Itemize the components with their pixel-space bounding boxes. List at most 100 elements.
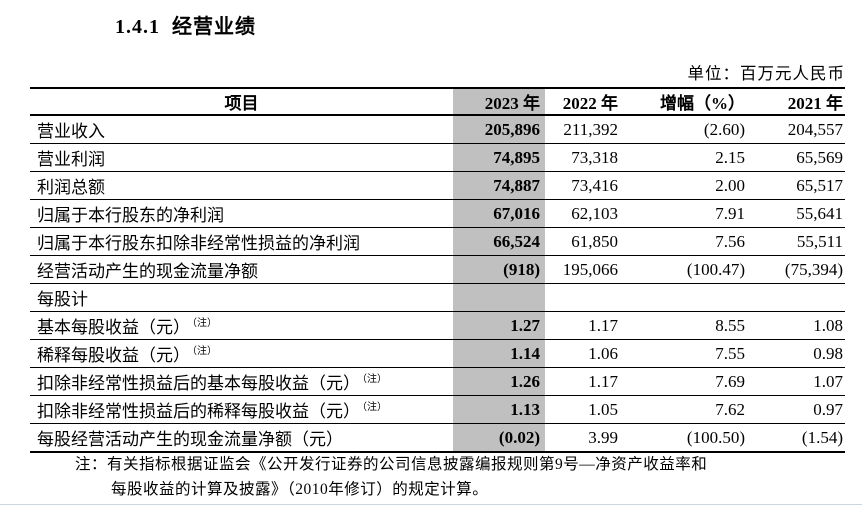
cell-growth: (100.50): [686, 427, 745, 447]
cell-2021: 1.07: [750, 367, 845, 396]
cell-2022: 62,103: [545, 199, 625, 228]
cell-growth: (100.47): [625, 255, 750, 284]
row-label-cell: 归属于本行股东的净利润: [30, 199, 453, 228]
cell-2022: 1.17: [545, 311, 625, 340]
row-label: 每股经营活动产生的现金流量净额（元）: [37, 430, 343, 449]
col-header-2021: 2021 年: [750, 88, 845, 116]
cell-2021: 65,517: [750, 171, 845, 200]
cell-2023: 66,524: [453, 227, 545, 256]
table-row: 营业利润 74,895 73,318 2.15 65,569: [30, 143, 845, 172]
cell-growth: 2.00: [625, 171, 750, 200]
row-label: 每股计: [37, 290, 88, 309]
row-label-cell: 扣除非经常性损益后的基本每股收益（元） （注）: [30, 367, 453, 396]
row-label-cell: 营业收入: [30, 115, 453, 144]
cell-2021: 65,569: [750, 143, 845, 172]
cell-growth: 7.56: [625, 227, 750, 256]
cell-2021: 204,557: [750, 115, 845, 144]
row-label: 扣除非经常性损益后的基本每股收益（元）: [37, 374, 360, 393]
table-row: 经营活动产生的现金流量净额 (918) 195,066 (100.47) (75,394…: [30, 255, 845, 284]
cell-2022: 73,318: [545, 143, 625, 172]
footnote-line2: 每股收益的计算及披露》（2010年修订）的规定计算。: [111, 481, 489, 498]
cell-2021: (1.54): [801, 427, 843, 447]
cell-2023: (0.02): [453, 423, 545, 452]
col-header-2022: 2022 年: [545, 88, 625, 116]
cell-growth: 7.55: [625, 339, 750, 368]
table-row: 扣除非经常性损益后的稀释每股收益（元） （注） 1.13 1.05 7.62 0.97: [30, 395, 845, 424]
row-label-cell: 归属于本行股东扣除非经常性损益的净利润: [30, 227, 453, 256]
table-header-row: 项目 2023 年 2022 年 增幅（%） 2021 年: [30, 88, 845, 116]
cell-2023: 74,895: [453, 143, 545, 172]
cell-growth: (2.60): [625, 115, 750, 144]
row-label: 归属于本行股东扣除非经常性损益的净利润: [37, 234, 360, 253]
cell-2023: 1.27: [453, 311, 545, 340]
table-row: 归属于本行股东扣除非经常性损益的净利润 66,524 61,850 7.56 55,51…: [30, 227, 845, 256]
cell-2023: [453, 283, 545, 312]
table-row: 营业收入 205,896 211,392 (2.60) 204,557: [30, 115, 845, 144]
cell-growth: 7.91: [625, 199, 750, 228]
footnote: 注：有关指标根据证监会《公开发行证券的公司信息披露编报规则第9号—净资产收益率和…: [75, 452, 707, 502]
section-title: 1.4.1 经营业绩: [115, 16, 256, 38]
cell-2023: 1.13: [453, 395, 545, 424]
row-label-cell: 基本每股收益（元） （注）: [30, 311, 453, 340]
performance-table: 项目 2023 年 2022 年 增幅（%） 2021 年 营业收入 205,89…: [30, 87, 845, 453]
cell-growth: [625, 283, 750, 312]
cell-2023: (918): [453, 255, 545, 284]
table-row: 稀释每股收益（元） （注） 1.14 1.06 7.55 0.98: [30, 339, 845, 368]
table-row: 利润总额 74,887 73,416 2.00 65,517: [30, 171, 845, 200]
table-row: 基本每股收益（元） （注） 1.27 1.17 8.55 1.08: [30, 311, 845, 340]
table-body: 营业收入 205,896 211,392 (2.60) 204,557 营业利润 74,89…: [30, 115, 845, 452]
table-row: 扣除非经常性损益后的基本每股收益（元） （注） 1.26 1.17 7.69 1.07: [30, 367, 845, 396]
row-label: 扣除非经常性损益后的稀释每股收益（元）: [37, 402, 360, 421]
row-label: 归属于本行股东的净利润: [37, 206, 224, 225]
footnote-line1: 注：有关指标根据证监会《公开发行证券的公司信息披露编报规则第9号—净资产收益率和: [75, 456, 708, 473]
note-superscript: （注）: [192, 346, 217, 358]
cell-2023: 67,016: [453, 199, 545, 228]
row-label: 稀释每股收益（元）: [37, 346, 190, 365]
note-superscript: （注）: [362, 374, 387, 386]
row-label-cell: 利润总额: [30, 171, 453, 200]
cell-2021: 0.97: [750, 395, 845, 424]
unit-note: 单位：百万元人民币: [687, 64, 845, 83]
table-section-row: 每股计: [30, 283, 845, 312]
row-label-cell: 稀释每股收益（元） （注）: [30, 339, 453, 368]
row-label-cell: 营业利润: [30, 143, 453, 172]
table-row: 归属于本行股东的净利润 67,016 62,103 7.91 55,641: [30, 199, 845, 228]
row-label-cell: 扣除非经常性损益后的稀释每股收益（元） （注）: [30, 395, 453, 424]
cell-2022: 61,850: [545, 227, 625, 256]
cell-2021: 55,511: [750, 227, 845, 256]
cell-2021: [750, 283, 845, 312]
cell-growth: 7.69: [625, 367, 750, 396]
row-label: 经营活动产生的现金流量净额: [37, 262, 258, 281]
cell-2022: 195,066: [545, 255, 625, 284]
cell-2022: 1.17: [545, 367, 625, 396]
cell-2022: 1.06: [545, 339, 625, 368]
col-header-item: 项目: [30, 88, 453, 116]
cell-2021: 1.08: [750, 311, 845, 340]
col-header-growth: 增幅（%）: [625, 88, 750, 116]
cell-2022: 3.99: [588, 427, 618, 447]
row-label-cell: 经营活动产生的现金流量净额: [30, 255, 453, 284]
cell-2023: 74,887: [453, 171, 545, 200]
cell-2022: 73,416: [545, 171, 625, 200]
cell-2021: 0.98: [750, 339, 845, 368]
cell-2021: (75,394): [750, 255, 845, 284]
cell-2023: 205,896: [453, 115, 545, 144]
note-superscript: （注）: [192, 318, 217, 330]
row-label-cell: 每股经营活动产生的现金流量净额（元）: [30, 424, 453, 453]
cell-growth: 8.55: [625, 311, 750, 340]
note-superscript: （注）: [362, 402, 387, 414]
col-header-2023: 2023 年: [453, 88, 545, 116]
cell-growth: 2.15: [625, 143, 750, 172]
cell-2023: 1.26: [453, 367, 545, 396]
cell-2022: 1.05: [545, 395, 625, 424]
row-label: 利润总额: [37, 178, 105, 197]
cell-2023: 1.14: [453, 339, 545, 368]
cell-2022: [545, 283, 625, 312]
row-label-cell: 每股计: [30, 283, 453, 312]
row-label: 营业收入: [37, 122, 105, 141]
table-row: 每股经营活动产生的现金流量净额（元） (0.02) 3.99 (100.50) (1.5…: [30, 423, 845, 453]
cell-2022: 211,392: [545, 115, 625, 144]
cell-growth: 7.62: [625, 395, 750, 424]
row-label: 营业利润: [37, 150, 105, 169]
